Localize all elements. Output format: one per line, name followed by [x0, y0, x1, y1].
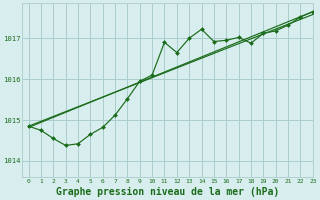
X-axis label: Graphe pression niveau de la mer (hPa): Graphe pression niveau de la mer (hPa)	[56, 186, 279, 197]
